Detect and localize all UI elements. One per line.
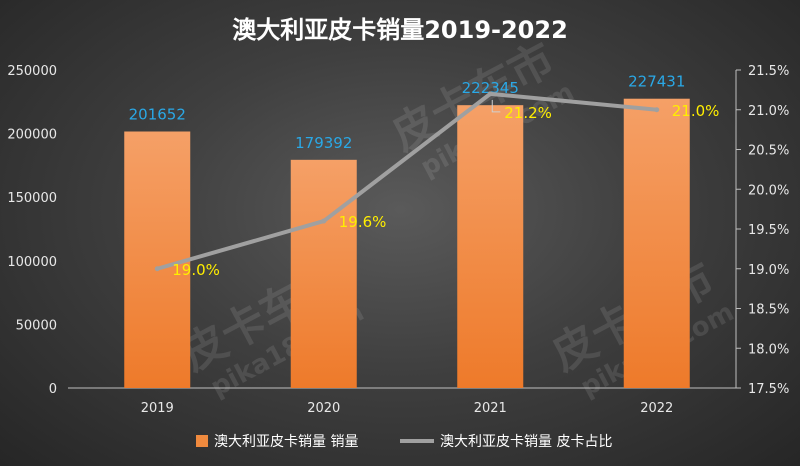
right-tick-label: 20.5% — [748, 144, 789, 159]
line-value-label: 19.6% — [339, 213, 387, 231]
x-tick-label: 2020 — [307, 401, 340, 416]
bar-value-label: 222345 — [462, 79, 519, 97]
left-y-axis: 0 50000 100000 150000 200000 250000 — [7, 64, 57, 397]
line-series: 19.0% 19.6% 21.2% 21.0% — [154, 91, 720, 279]
right-tick-label: 17.5% — [748, 382, 789, 397]
left-tick-label: 100000 — [7, 255, 57, 270]
legend-bar-label: 澳大利亚皮卡销量 销量 — [214, 434, 358, 450]
line-point — [654, 107, 660, 113]
bar — [457, 105, 524, 389]
bar — [124, 131, 191, 388]
right-tick-label: 18.5% — [748, 303, 789, 318]
line-point — [487, 91, 493, 97]
right-tick-label: 19.5% — [748, 223, 789, 238]
right-tick-label: 21.0% — [748, 104, 789, 119]
bar-value-label: 201652 — [129, 105, 186, 123]
legend: 澳大利亚皮卡销量 销量 澳大利亚皮卡销量 皮卡占比 — [196, 434, 612, 450]
bar-value-label: 227431 — [628, 73, 685, 91]
left-tick-label: 150000 — [7, 191, 57, 206]
label-leader-line — [491, 99, 501, 113]
right-tick-label: 21.5% — [748, 64, 789, 79]
chart-title: 澳大利亚皮卡销量2019-2022 — [232, 16, 568, 44]
legend-line-label: 澳大利亚皮卡销量 皮卡占比 — [440, 434, 612, 450]
x-tick-label: 2019 — [141, 401, 174, 416]
legend-bar-swatch — [196, 435, 208, 447]
line-point — [321, 218, 327, 224]
bar-value-label: 179392 — [295, 134, 352, 152]
line-value-label: 21.0% — [672, 102, 720, 120]
x-tick-label: 2021 — [474, 401, 507, 416]
left-tick-label: 50000 — [16, 318, 57, 333]
line-path — [155, 91, 659, 271]
right-tick-label: 20.0% — [748, 183, 789, 198]
bar — [290, 159, 357, 388]
x-axis: 2019 2020 2021 2022 — [141, 401, 674, 416]
x-tick-label: 2022 — [640, 401, 673, 416]
left-tick-label: 0 — [49, 382, 57, 397]
right-tick-label: 18.0% — [748, 342, 789, 357]
left-tick-label: 200000 — [7, 128, 57, 143]
right-y-axis: 17.5% 18.0% 18.5% 19.0% 19.5% 20.0% 20.5% 21.0%… — [736, 64, 789, 397]
line-value-label: 21.2% — [504, 104, 552, 122]
left-tick-label: 250000 — [7, 64, 57, 79]
line-point — [154, 266, 160, 272]
bar — [623, 98, 690, 389]
right-tick-label: 19.0% — [748, 263, 789, 278]
line-value-label: 19.0% — [172, 261, 220, 279]
bar-series: 201652 179392 222345 227431 — [124, 73, 690, 389]
